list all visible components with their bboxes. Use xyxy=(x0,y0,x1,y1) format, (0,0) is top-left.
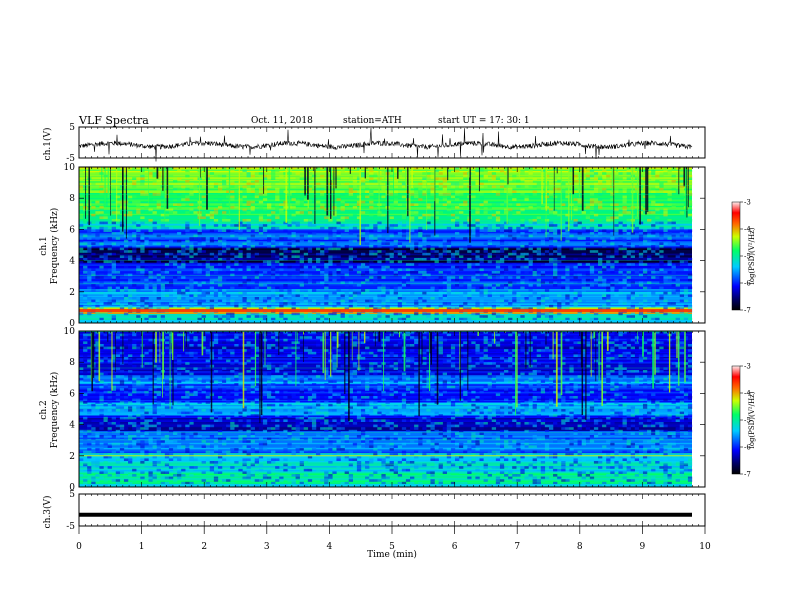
x-tick-label: 7 xyxy=(514,542,520,552)
ch2-spectrogram-panel: 0 2 4 6 8 10 xyxy=(64,327,706,493)
ch2-spectrogram-ylabel-1: ch.2 xyxy=(39,400,49,419)
ch2-spectrogram-ylabel-2: Frequency (kHz) xyxy=(49,372,60,449)
ch3-waveform-ylabel: ch.3(V) xyxy=(42,496,53,529)
colorbar-title: log(PSD)(V²/Hz) xyxy=(748,227,756,284)
ch1-spectrogram-ylabel-1: ch.1 xyxy=(39,236,49,255)
ch2-spectrogram-ytick-label: 4 xyxy=(69,421,75,431)
station-label: station=ATH xyxy=(343,116,402,126)
x-tick-label: 8 xyxy=(577,542,583,552)
ch1-waveform-ylabel: ch.1(V) xyxy=(42,128,53,161)
ch1-spectrogram-ytick-label: 4 xyxy=(69,257,75,267)
ch1-spectrogram-ytick-label: 10 xyxy=(64,163,76,173)
ch1-spectrogram-ylabel-2: Frequency (kHz) xyxy=(49,208,60,285)
ch1-waveform-panel: -5 5 xyxy=(66,123,706,164)
colorbar-tick-label: -3 xyxy=(744,199,751,207)
start-time-label: start UT = 17: 30: 1 xyxy=(438,116,530,126)
x-tick-label: 5 xyxy=(389,542,395,552)
ch2-spectrogram-ytick-label: 8 xyxy=(69,358,75,368)
x-tick-label: 1 xyxy=(139,542,145,552)
ch1-spectrogram-ytick-label: 8 xyxy=(69,194,75,204)
ch2-spectrogram-ytick-label: 6 xyxy=(69,389,75,399)
x-tick-label: 2 xyxy=(201,542,207,552)
colorbar-title: log(PSD)(V²/Hz) xyxy=(748,391,756,448)
ch3-waveform-ytick-label: -5 xyxy=(66,522,75,532)
colorbar-tick-label: -5 xyxy=(744,417,751,425)
colorbar-tick-label: -4 xyxy=(744,390,751,398)
ch1-lowfreq-band xyxy=(79,309,692,312)
figure-title: VLF Spectra xyxy=(78,114,149,127)
colorbar-tick-label: -4 xyxy=(744,226,751,234)
colorbar-tick-label: -5 xyxy=(744,253,751,261)
ch2-spectrogram-ytick-label: 10 xyxy=(64,327,76,337)
colorbar-tick-label: -3 xyxy=(744,363,751,371)
x-tick-label: 10 xyxy=(699,542,711,552)
colorbar-gradient xyxy=(731,201,741,311)
colorbar-tick-label: -6 xyxy=(744,280,751,288)
x-tick-label: 4 xyxy=(327,542,333,552)
x-tick-label: 3 xyxy=(264,542,270,552)
colorbar-tick-label: -7 xyxy=(744,471,751,479)
ch1-spectrogram-ytick-label: 2 xyxy=(69,288,75,298)
ch3-waveform-panel: -5 5 0 1 2 3 4 5 6 7 8 9 10 xyxy=(66,490,711,552)
x-tick-label: 0 xyxy=(76,542,82,552)
ch2-spectrogram-ytick-label: 2 xyxy=(69,452,75,462)
x-tick-label: 9 xyxy=(640,542,646,552)
ch2-colorbar: -3 -4 -5 -6 -7 log(PSD)(V²/Hz) xyxy=(731,363,756,479)
x-tick-label: 6 xyxy=(452,542,458,552)
colorbar-gradient xyxy=(731,365,741,475)
date-label: Oct. 11, 2018 xyxy=(251,116,313,126)
ch1-waveform-ytick-label: -5 xyxy=(66,154,75,164)
x-axis-label: Time (min) xyxy=(367,549,417,560)
colorbar-tick-label: -6 xyxy=(744,444,751,452)
ch1-spectrogram-ytick-label: 0 xyxy=(69,319,75,329)
ch1-spectrogram-panel: 0 2 4 6 8 10 xyxy=(64,163,706,329)
ch1-waveform-ytick-label: 5 xyxy=(69,123,75,133)
ch1-spectrogram-ytick-label: 6 xyxy=(69,225,75,235)
ch3-waveform-ytick-label: 5 xyxy=(69,490,75,500)
ch1-waveform-trace xyxy=(79,127,693,162)
ch1-colorbar: -3 -4 -5 -6 -7 log(PSD)(V²/Hz) xyxy=(731,199,756,315)
ch2-spectrogram-ytick-label: 0 xyxy=(69,483,75,493)
colorbar-tick-label: -7 xyxy=(744,307,751,315)
